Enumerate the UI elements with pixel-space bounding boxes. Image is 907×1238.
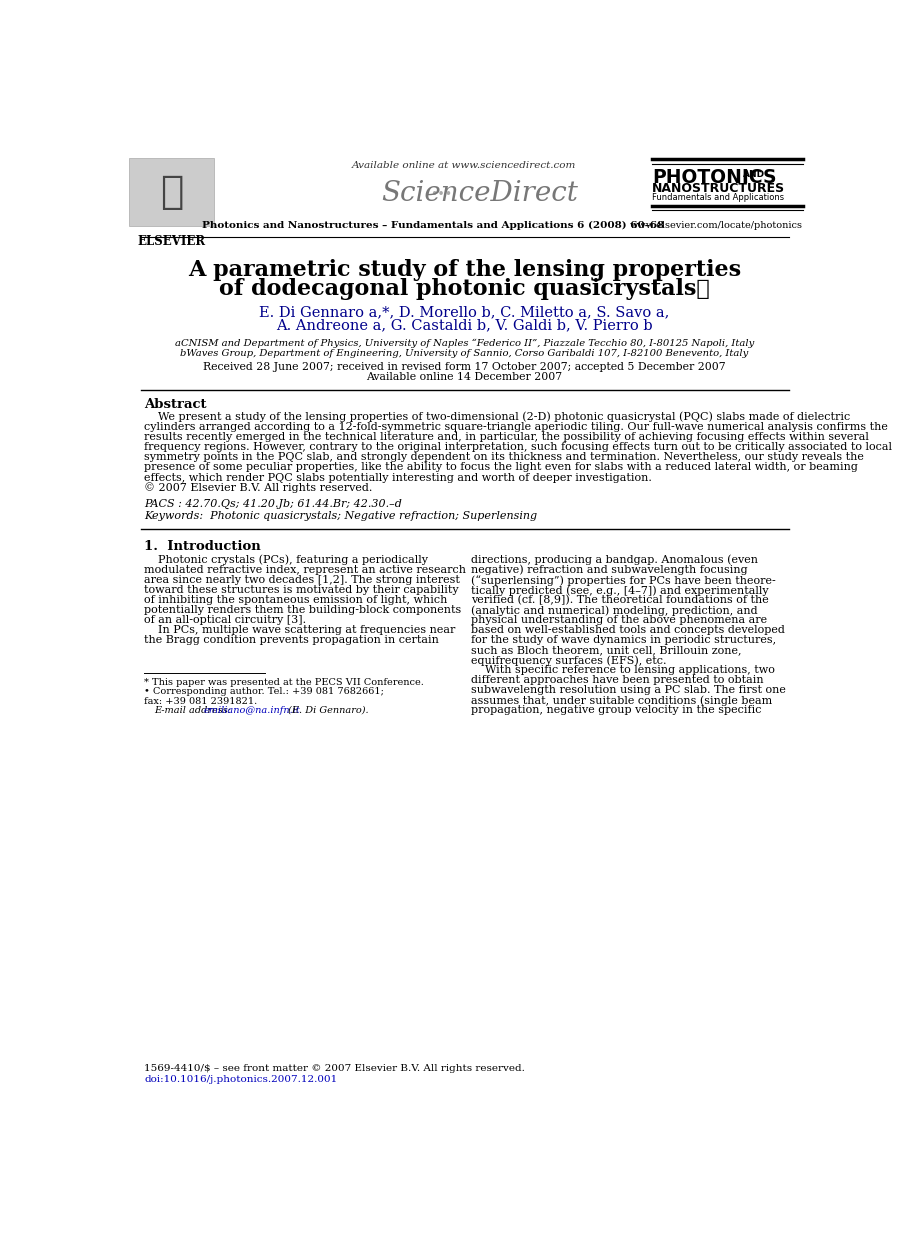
Text: E. Di Gennaro a,*, D. Morello b, C. Miletto a, S. Savo a,: E. Di Gennaro a,*, D. Morello b, C. Mile… xyxy=(259,305,669,319)
Text: verified (cf. [8,9]). The theoretical foundations of the: verified (cf. [8,9]). The theoretical fo… xyxy=(472,595,769,605)
Text: physical understanding of the above phenomena are: physical understanding of the above phen… xyxy=(472,615,767,625)
Text: (E. Di Gennaro).: (E. Di Gennaro). xyxy=(286,706,369,714)
Text: cylinders arranged according to a 12-fold-symmetric square-triangle aperiodic ti: cylinders arranged according to a 12-fol… xyxy=(144,422,888,432)
Text: emiliano@na.infn.it: emiliano@na.infn.it xyxy=(204,706,301,714)
Text: aCNISM and Department of Physics, University of Naples “Federico II”, Piazzale T: aCNISM and Department of Physics, Univer… xyxy=(175,339,754,348)
Text: fax: +39 081 2391821.: fax: +39 081 2391821. xyxy=(144,697,258,706)
Text: of dodecagonal photonic quasicrystals☆: of dodecagonal photonic quasicrystals☆ xyxy=(219,279,710,301)
Text: frequency regions. However, contrary to the original interpretation, such focusi: frequency regions. However, contrary to … xyxy=(144,442,892,452)
Text: •••: ••• xyxy=(430,188,453,202)
Text: negative) refraction and subwavelength focusing: negative) refraction and subwavelength f… xyxy=(472,565,748,576)
Text: directions, producing a bandgap. Anomalous (even: directions, producing a bandgap. Anomalo… xyxy=(472,555,758,566)
Text: A. Andreone a, G. Castaldi b, V. Galdi b, V. Pierro b: A. Andreone a, G. Castaldi b, V. Galdi b… xyxy=(276,318,653,333)
Text: bWaves Group, Department of Engineering, University of Sannio, Corso Garibaldi 1: bWaves Group, Department of Engineering,… xyxy=(180,349,748,358)
Text: of an all-optical circuitry [3].: of an all-optical circuitry [3]. xyxy=(144,615,307,625)
Text: based on well-established tools and concepts developed: based on well-established tools and conc… xyxy=(472,625,785,635)
Text: Photonics and Nanostructures – Fundamentals and Applications 6 (2008) 60–68: Photonics and Nanostructures – Fundament… xyxy=(202,222,665,230)
Text: the Bragg condition prevents propagation in certain: the Bragg condition prevents propagation… xyxy=(144,635,439,645)
Text: © 2007 Elsevier B.V. All rights reserved.: © 2007 Elsevier B.V. All rights reserved… xyxy=(144,483,373,493)
Text: In PCs, multiple wave scattering at frequencies near: In PCs, multiple wave scattering at freq… xyxy=(144,625,455,635)
Text: effects, which render PQC slabs potentially interesting and worth of deeper inve: effects, which render PQC slabs potentia… xyxy=(144,473,652,483)
Text: (“superlensing”) properties for PCs have been theore-: (“superlensing”) properties for PCs have… xyxy=(472,574,776,586)
Text: of inhibiting the spontaneous emission of light, which: of inhibiting the spontaneous emission o… xyxy=(144,595,448,605)
Text: PACS : 42.70.Qs; 41.20.Jb; 61.44.Br; 42.30.–d: PACS : 42.70.Qs; 41.20.Jb; 61.44.Br; 42.… xyxy=(144,499,402,509)
Text: subwavelength resolution using a PC slab. The first one: subwavelength resolution using a PC slab… xyxy=(472,686,786,696)
Text: equifrequency surfaces (EFS), etc.: equifrequency surfaces (EFS), etc. xyxy=(472,655,667,666)
Text: We present a study of the lensing properties of two-dimensional (2-D) photonic q: We present a study of the lensing proper… xyxy=(144,411,851,422)
Text: Received 28 June 2007; received in revised form 17 October 2007; accepted 5 Dece: Received 28 June 2007; received in revis… xyxy=(203,363,726,373)
Text: ScienceDirect: ScienceDirect xyxy=(382,180,579,207)
Text: for the study of wave dynamics in periodic structures,: for the study of wave dynamics in period… xyxy=(472,635,776,645)
Text: Fundamentals and Applications: Fundamentals and Applications xyxy=(652,193,785,202)
Text: Abstract: Abstract xyxy=(144,397,207,411)
Text: different approaches have been presented to obtain: different approaches have been presented… xyxy=(472,675,764,686)
Text: symmetry points in the PQC slab, and strongly dependent on its thickness and ter: symmetry points in the PQC slab, and str… xyxy=(144,452,864,462)
Text: www.elsevier.com/locate/photonics: www.elsevier.com/locate/photonics xyxy=(630,222,803,230)
Text: doi:10.1016/j.photonics.2007.12.001: doi:10.1016/j.photonics.2007.12.001 xyxy=(144,1075,337,1084)
Text: Available online at www.sciencedirect.com: Available online at www.sciencedirect.co… xyxy=(352,161,577,170)
Text: E-mail address:: E-mail address: xyxy=(153,706,234,714)
Text: * This paper was presented at the PECS VII Conference.: * This paper was presented at the PECS V… xyxy=(144,678,424,687)
Text: presence of some peculiar properties, like the ability to focus the light even f: presence of some peculiar properties, li… xyxy=(144,462,858,473)
Text: AND: AND xyxy=(744,171,766,180)
Text: NANOSTRUCTURES: NANOSTRUCTURES xyxy=(652,182,785,196)
Text: 1.  Introduction: 1. Introduction xyxy=(144,540,261,553)
Text: Available online 14 December 2007: Available online 14 December 2007 xyxy=(366,373,562,383)
Text: assumes that, under suitable conditions (single beam: assumes that, under suitable conditions … xyxy=(472,695,773,706)
Text: area since nearly two decades [1,2]. The strong interest: area since nearly two decades [1,2]. The… xyxy=(144,576,460,586)
Text: (analytic and numerical) modeling, prediction, and: (analytic and numerical) modeling, predi… xyxy=(472,605,758,615)
Text: With specific reference to lensing applications, two: With specific reference to lensing appli… xyxy=(472,665,775,675)
Text: tically predicted (see, e.g., [4–7]) and experimentally: tically predicted (see, e.g., [4–7]) and… xyxy=(472,584,769,595)
Text: toward these structures is motivated by their capability: toward these structures is motivated by … xyxy=(144,586,459,595)
Text: Photonic crystals (PCs), featuring a periodically: Photonic crystals (PCs), featuring a per… xyxy=(144,555,428,566)
Text: 1569-4410/$ – see front matter © 2007 Elsevier B.V. All rights reserved.: 1569-4410/$ – see front matter © 2007 El… xyxy=(144,1065,525,1073)
Bar xyxy=(129,157,214,225)
Text: propagation, negative group velocity in the specific: propagation, negative group velocity in … xyxy=(472,706,762,716)
Text: ELSEVIER: ELSEVIER xyxy=(138,235,206,248)
Text: such as Bloch theorem, unit cell, Brillouin zone,: such as Bloch theorem, unit cell, Brillo… xyxy=(472,645,742,655)
Text: potentially renders them the building-block components: potentially renders them the building-bl… xyxy=(144,605,462,615)
Text: Keywords:  Photonic quasicrystals; Negative refraction; Superlensing: Keywords: Photonic quasicrystals; Negati… xyxy=(144,510,538,520)
Text: • Corresponding author. Tel.: +39 081 7682661;: • Corresponding author. Tel.: +39 081 76… xyxy=(144,687,385,696)
Text: modulated refractive index, represent an active research: modulated refractive index, represent an… xyxy=(144,566,466,576)
Text: results recently emerged in the technical literature and, in particular, the pos: results recently emerged in the technica… xyxy=(144,432,869,442)
Text: PHOTONICS: PHOTONICS xyxy=(652,168,776,187)
Text: 🌿: 🌿 xyxy=(160,172,183,210)
Text: A parametric study of the lensing properties: A parametric study of the lensing proper… xyxy=(188,259,741,281)
